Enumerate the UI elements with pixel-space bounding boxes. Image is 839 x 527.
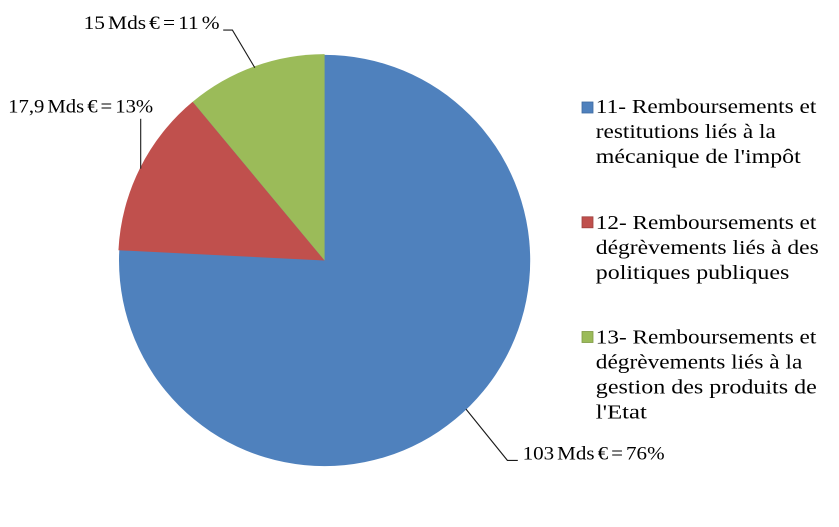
svg-text:15 Mds € = 11 %: 15 Mds € = 11 % bbox=[84, 13, 220, 34]
svg-text:restitutions liés à la: restitutions liés à la bbox=[596, 121, 776, 143]
svg-text:17,9 Mds € = 13%: 17,9 Mds € = 13% bbox=[8, 97, 153, 118]
svg-text:11- Remboursements et: 11- Remboursements et bbox=[596, 96, 817, 118]
svg-text:l'Etat: l'Etat bbox=[596, 402, 647, 424]
svg-text:103 Mds € = 76%: 103 Mds € = 76% bbox=[523, 443, 665, 464]
svg-text:13- Remboursements et: 13- Remboursements et bbox=[596, 327, 817, 349]
svg-text:gestion des produits de: gestion des produits de bbox=[596, 377, 817, 399]
svg-text:mécanique de l'impôt: mécanique de l'impôt bbox=[596, 146, 801, 168]
svg-text:dégrèvements liés à des: dégrèvements liés à des bbox=[596, 237, 819, 259]
svg-text:12- Remboursements et: 12- Remboursements et bbox=[596, 212, 817, 234]
svg-text:politiques publiques: politiques publiques bbox=[596, 262, 790, 284]
svg-text:dégrèvements liés à la: dégrèvements liés à la bbox=[596, 352, 803, 374]
